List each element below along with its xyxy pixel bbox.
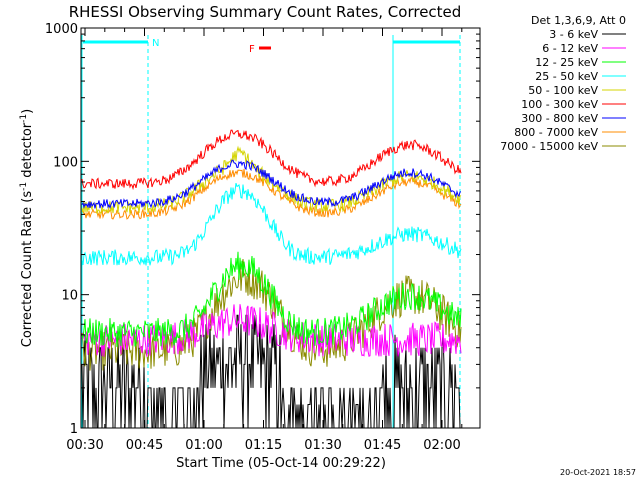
y-axis: 1 10 100 1000 [45,22,480,437]
x-tick-label: 02:00 [423,438,460,453]
y-axis-label-main: Corrected Count Rate (s [20,191,35,348]
legend-header: Det 1,3,6,9, Att 0 [531,14,626,27]
night-label: N [152,38,159,49]
x-tick-label: 01:30 [304,438,341,453]
plot-frame [80,27,481,429]
y-axis-label-sup1: -1 [19,182,29,191]
x-tick-label: 01:15 [245,438,282,453]
x-tick-label: 00:45 [126,438,163,453]
x-tick-label: 00:30 [66,438,103,453]
flare-label: F [249,44,255,55]
x-tick-label: 01:00 [185,438,222,453]
y-axis-label: Corrected Count Rate (s-1 detector-1) [19,109,35,347]
series-line [81,159,462,210]
series-line [81,129,462,191]
chart-title: RHESSI Observing Summary Count Rates, Co… [69,3,462,21]
y-tick-label: 1000 [45,22,78,37]
y-axis-label-sup2: -1 [19,114,29,123]
x-axis: 00:30 00:45 01:00 01:15 01:30 01:45 02:00 [66,28,463,453]
x-tick-label: 01:45 [364,438,401,453]
series-layer [81,129,462,429]
y-axis-label-mid: detector [20,122,35,182]
legend-entry-label: 12 - 25 keV [535,56,598,69]
series-line [81,251,462,348]
legend-entry-label: 6 - 12 keV [542,42,598,55]
legend-entry-label: 25 - 50 keV [535,70,598,83]
y-tick-label: 10 [61,289,78,304]
x-axis-label: Start Time (05-Oct-14 00:29:22) [176,456,386,471]
series-line [81,304,462,357]
legend-entry-label: 3 - 6 keV [549,28,598,41]
y-tick-label: 1 [70,422,78,437]
legend-entry-label: 300 - 800 keV [521,112,598,125]
series-line [81,182,462,266]
series-line [81,258,462,371]
legend-entry-label: 800 - 7000 keV [514,126,598,139]
legend-entry-label: 100 - 300 keV [521,98,598,111]
plot-timestamp: 20-Oct-2021 18:57 [560,468,636,477]
y-tick-label: 100 [53,155,78,170]
legend-entry-label: 7000 - 15000 keV [500,140,598,153]
legend-entry-label: 50 - 100 keV [528,84,598,97]
y-axis-label-end: ) [20,109,35,114]
